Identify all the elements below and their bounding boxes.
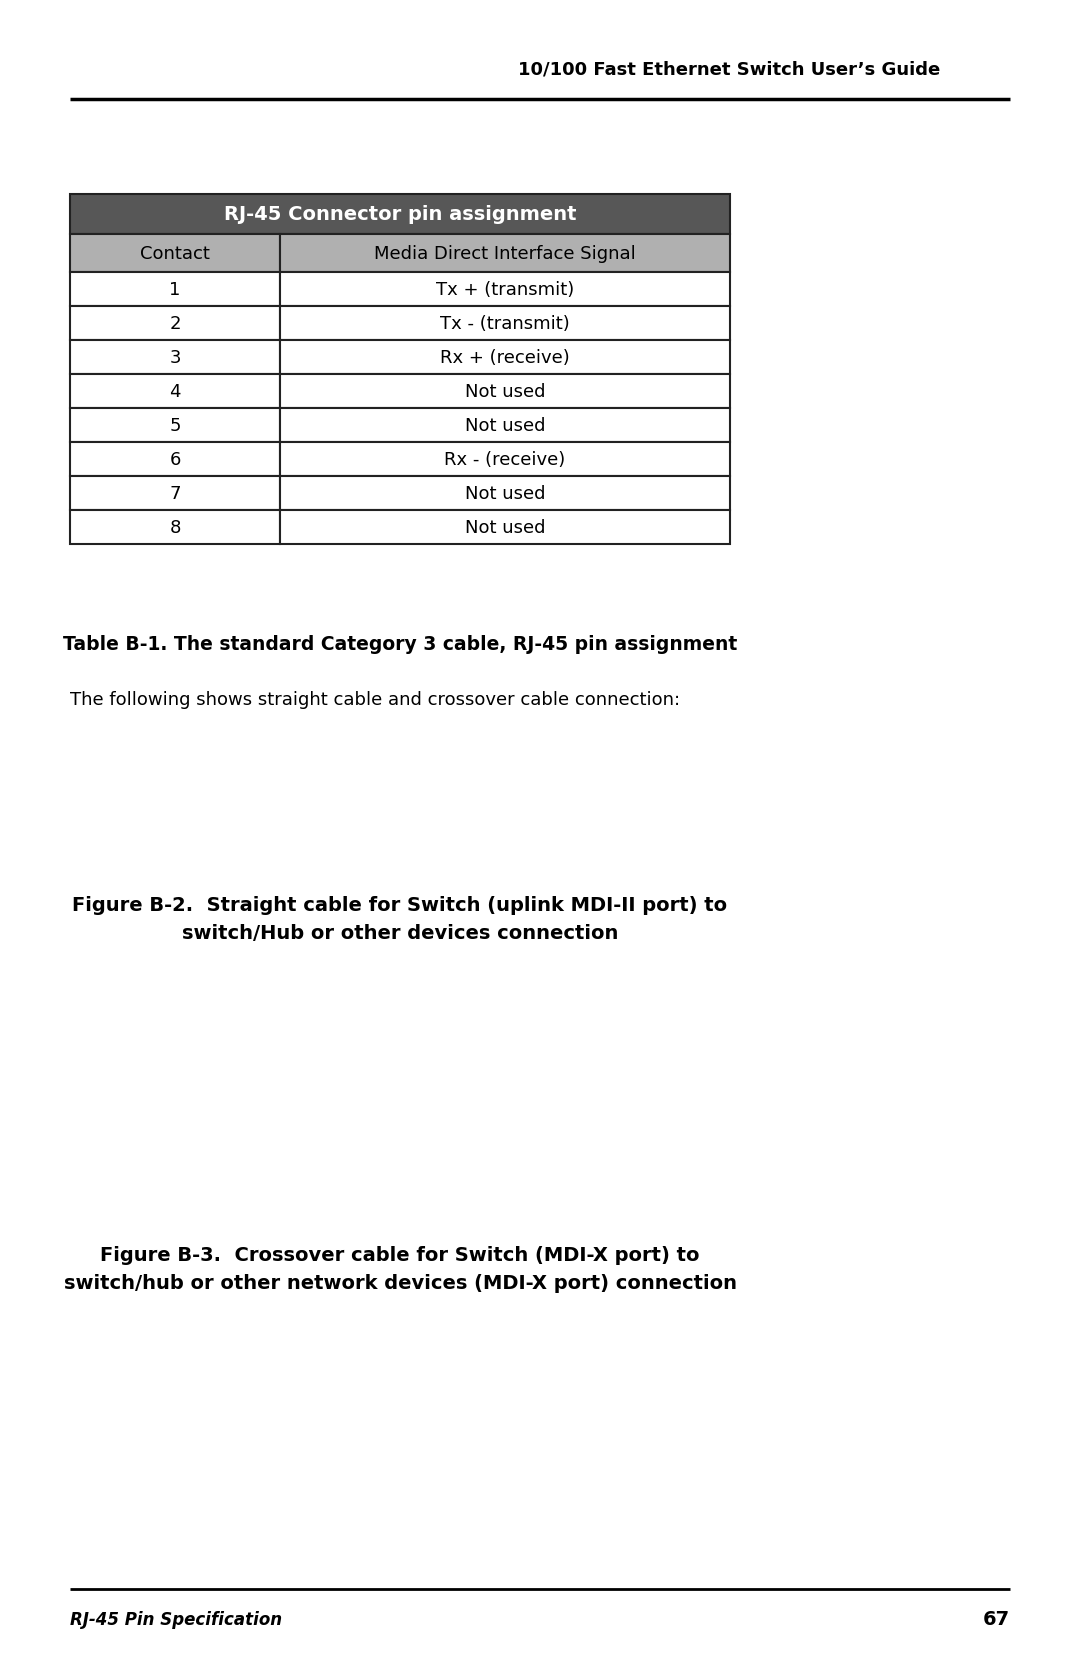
Text: Not used: Not used: [464, 416, 545, 434]
Text: 67: 67: [983, 1609, 1010, 1629]
Bar: [70, 341, 280, 374]
Bar: [70, 476, 280, 511]
Text: 3: 3: [170, 349, 180, 366]
Text: Rx - (receive): Rx - (receive): [444, 451, 566, 469]
Bar: [280, 409, 730, 443]
Text: RJ-45 Pin Specification: RJ-45 Pin Specification: [70, 1611, 282, 1627]
Text: 6: 6: [170, 451, 180, 469]
Bar: [280, 306, 730, 341]
Bar: [70, 443, 280, 476]
Bar: [70, 374, 280, 409]
Text: Tx - (transmit): Tx - (transmit): [441, 314, 570, 333]
Text: 4: 4: [170, 383, 180, 401]
Text: Contact: Contact: [140, 245, 210, 263]
Bar: [280, 273, 730, 306]
Text: Table B-1. The standard Category 3 cable, RJ-45 pin assignment: Table B-1. The standard Category 3 cable…: [63, 636, 738, 654]
Text: Figure B-3.  Crossover cable for Switch (MDI-X port) to
switch/hub or other netw: Figure B-3. Crossover cable for Switch (…: [64, 1246, 737, 1293]
Text: 2: 2: [170, 314, 180, 333]
Bar: [280, 341, 730, 374]
Text: Not used: Not used: [464, 383, 545, 401]
Text: The following shows straight cable and crossover cable connection:: The following shows straight cable and c…: [70, 691, 680, 709]
Bar: [280, 476, 730, 511]
Text: 7: 7: [170, 484, 180, 503]
Bar: [70, 273, 280, 306]
Bar: [280, 235, 730, 273]
Bar: [70, 511, 280, 544]
Bar: [280, 443, 730, 476]
Text: Not used: Not used: [464, 519, 545, 537]
Text: Tx + (transmit): Tx + (transmit): [436, 281, 575, 300]
Bar: [280, 511, 730, 544]
Text: Figure B-2.  Straight cable for Switch (uplink MDI-II port) to
switch/Hub or oth: Figure B-2. Straight cable for Switch (u…: [72, 895, 728, 943]
Bar: [70, 409, 280, 443]
Bar: [280, 374, 730, 409]
Text: RJ-45 Connector pin assignment: RJ-45 Connector pin assignment: [224, 205, 577, 225]
Text: 1: 1: [170, 281, 180, 300]
Bar: [70, 195, 730, 235]
Bar: [70, 235, 280, 273]
Text: 10/100 Fast Ethernet Switch User’s Guide: 10/100 Fast Ethernet Switch User’s Guide: [517, 60, 940, 78]
Bar: [70, 306, 280, 341]
Text: Rx + (receive): Rx + (receive): [441, 349, 570, 366]
Text: Media Direct Interface Signal: Media Direct Interface Signal: [374, 245, 636, 263]
Text: 8: 8: [170, 519, 180, 537]
Text: Not used: Not used: [464, 484, 545, 503]
Text: 5: 5: [170, 416, 180, 434]
